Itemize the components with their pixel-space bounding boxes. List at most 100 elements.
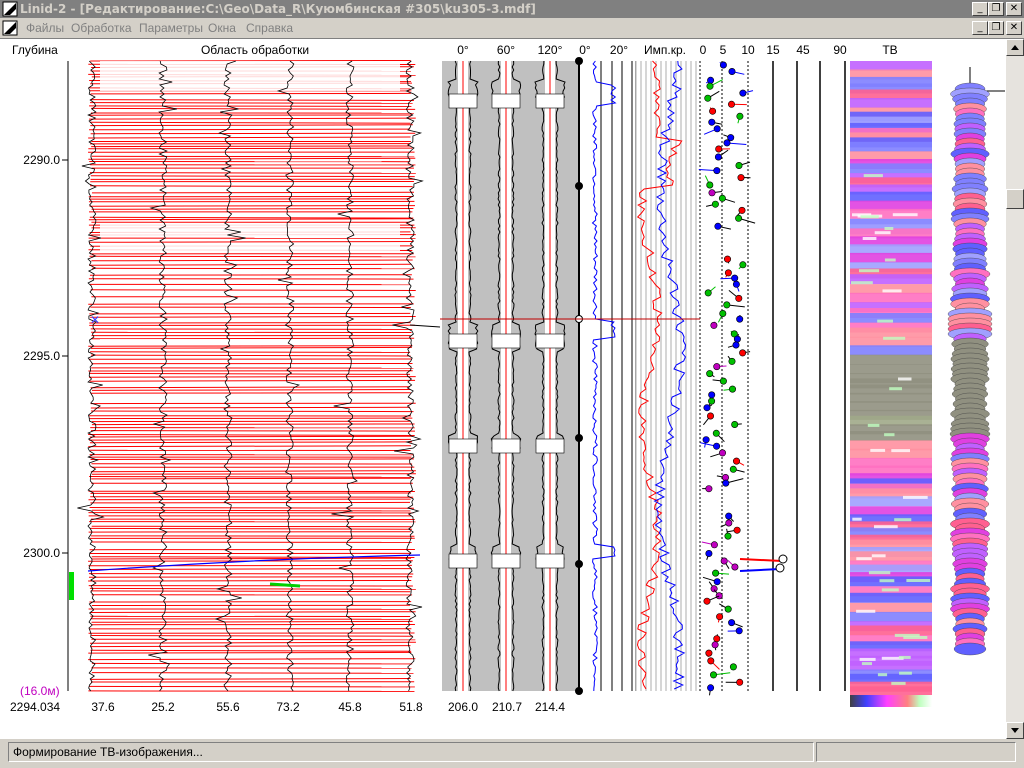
bottom-value-8: 210.7 bbox=[492, 700, 522, 714]
tadpole-head bbox=[712, 429, 720, 437]
tv-speckle bbox=[862, 237, 877, 240]
vertical-scrollbar[interactable] bbox=[1006, 39, 1024, 739]
tv-speckle bbox=[859, 269, 880, 273]
tv-speckle bbox=[863, 174, 883, 178]
stratum-line bbox=[89, 128, 411, 131]
tv-speckle bbox=[889, 387, 902, 391]
document-icon[interactable] bbox=[2, 20, 18, 36]
tadpole-head bbox=[705, 549, 713, 557]
tv-band bbox=[850, 373, 932, 384]
tv-band bbox=[850, 635, 932, 646]
stratum-line bbox=[88, 136, 411, 139]
gap-band bbox=[100, 244, 400, 252]
tv-speckle bbox=[903, 495, 928, 499]
tv-image-track[interactable] bbox=[850, 61, 932, 697]
close-button[interactable]: ✕ bbox=[1006, 2, 1022, 16]
tadpole-head bbox=[718, 449, 726, 457]
restore-button[interactable]: ❐ bbox=[988, 2, 1004, 16]
arrow-up-icon bbox=[1011, 45, 1019, 50]
deviation-track[interactable] bbox=[575, 57, 633, 695]
tv-band bbox=[850, 527, 932, 538]
scroll-up-button[interactable] bbox=[1006, 39, 1024, 56]
stratum-line bbox=[90, 289, 416, 291]
stratum-line bbox=[91, 107, 416, 110]
dip-5-header: 5 bbox=[720, 43, 727, 57]
scroll-thumb[interactable] bbox=[1006, 189, 1024, 209]
stratum-line bbox=[90, 175, 415, 178]
tadpole-head bbox=[719, 377, 727, 385]
tadpole-head bbox=[723, 301, 731, 309]
tv-speckle bbox=[867, 423, 880, 427]
menu-help[interactable]: Справка bbox=[246, 21, 294, 35]
tv-band bbox=[850, 392, 932, 403]
menu-files[interactable]: Файлы bbox=[26, 21, 65, 35]
mdi-restore-button[interactable]: ❐ bbox=[988, 21, 1004, 35]
tadpole-head bbox=[727, 134, 735, 142]
mdi-minimize-button[interactable]: _ bbox=[972, 21, 988, 35]
tv-band bbox=[850, 191, 932, 202]
stratum-line bbox=[88, 690, 415, 692]
scroll-down-button[interactable] bbox=[1006, 722, 1024, 739]
minimize-button[interactable]: _ bbox=[972, 2, 988, 16]
log-view[interactable]: Глубина Область обработки 0° 60° 120° 0°… bbox=[0, 39, 1006, 739]
caliper-bulge bbox=[535, 438, 565, 454]
stratum-line bbox=[91, 191, 414, 194]
borehole-3d-view[interactable] bbox=[947, 67, 1005, 656]
stratum-line bbox=[90, 406, 411, 409]
arrow-down-icon bbox=[1011, 728, 1019, 733]
tv-speckle bbox=[881, 656, 904, 660]
tv-speckle bbox=[891, 681, 906, 685]
tadpole-head bbox=[725, 519, 733, 527]
gap-band bbox=[100, 339, 400, 345]
caliper-bulge bbox=[535, 333, 565, 349]
station-dot bbox=[575, 57, 583, 65]
angle-curve-left bbox=[447, 60, 458, 692]
angle-tracks[interactable] bbox=[447, 60, 566, 692]
stratum-line bbox=[88, 372, 411, 375]
stratum-line bbox=[89, 102, 413, 104]
depth-label-2295: 2295.0 bbox=[23, 349, 60, 363]
menu-processing[interactable]: Обработка bbox=[71, 21, 132, 35]
stratum-line bbox=[90, 124, 413, 127]
tadpole-head bbox=[720, 557, 728, 565]
tadpole-head bbox=[735, 214, 743, 222]
menu-windows[interactable]: Окна bbox=[208, 21, 236, 35]
tadpole-head bbox=[736, 678, 744, 686]
window-titlebar[interactable]: Linid-2 - [Редактирование:C:\Geo\Data_R\… bbox=[0, 0, 1024, 18]
station-dot bbox=[575, 434, 583, 442]
tadpole-tail-long bbox=[739, 558, 783, 562]
station-dot bbox=[575, 560, 583, 568]
depth-marker[interactable] bbox=[69, 572, 74, 600]
bottom-value-4: 73.2 bbox=[276, 700, 300, 714]
stratum-line bbox=[89, 685, 415, 688]
tadpole-head bbox=[713, 578, 721, 586]
stratum-line bbox=[91, 354, 411, 357]
mdi-close-button[interactable]: ✕ bbox=[1006, 21, 1022, 35]
menu-parameters[interactable]: Параметры bbox=[139, 21, 203, 35]
stratum-line bbox=[90, 346, 412, 349]
deviation-0-header: 0° bbox=[579, 43, 591, 57]
trace-curve bbox=[214, 60, 246, 692]
tv-band bbox=[850, 478, 932, 489]
stratum-line bbox=[88, 157, 416, 160]
stratum-line bbox=[88, 438, 411, 441]
tadpole-head bbox=[733, 526, 741, 534]
impedance-track[interactable] bbox=[635, 60, 698, 691]
caliper-bulge bbox=[535, 93, 565, 109]
stratum-line bbox=[89, 476, 414, 478]
tadpole-head bbox=[719, 309, 727, 317]
stratum-line bbox=[88, 345, 413, 347]
processing-track[interactable] bbox=[77, 60, 441, 692]
angle-120-header: 120° bbox=[538, 43, 563, 57]
angle-60-header: 60° bbox=[497, 43, 515, 57]
stratum-line bbox=[89, 379, 416, 382]
impedance-red-curve bbox=[636, 60, 683, 690]
log-canvas[interactable]: Глубина Область обработки 0° 60° 120° 0°… bbox=[0, 39, 1006, 739]
tv-band bbox=[850, 457, 932, 468]
tadpole-head bbox=[724, 605, 732, 613]
gap-band bbox=[100, 224, 400, 236]
stratum-line bbox=[89, 587, 416, 590]
tadpole-head bbox=[730, 330, 738, 338]
caliper-bulge bbox=[491, 438, 521, 454]
dip-track[interactable] bbox=[698, 61, 846, 696]
